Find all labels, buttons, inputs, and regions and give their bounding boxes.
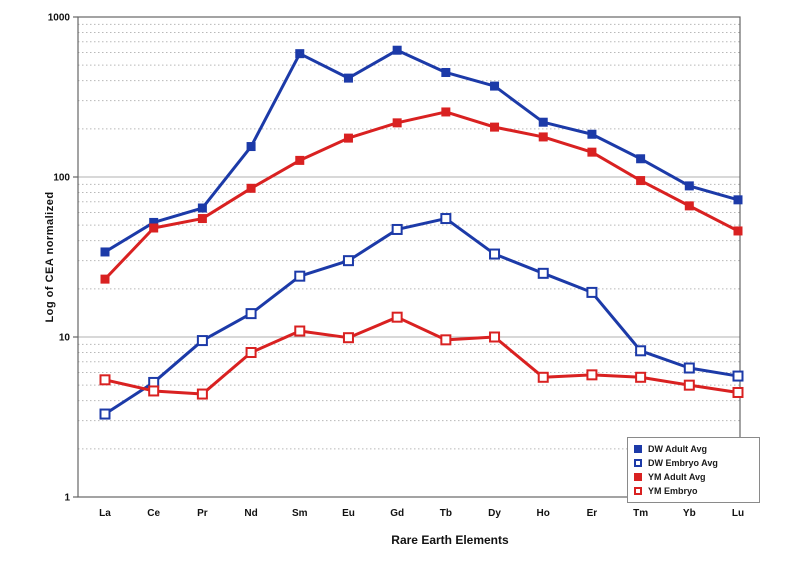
data-point-marker: [441, 67, 451, 77]
x-category-label: Tb: [440, 508, 452, 519]
data-point-marker: [245, 308, 257, 320]
data-point-marker: [196, 335, 208, 347]
x-category-label: Dy: [488, 508, 501, 519]
legend-label: YM Adult Avg: [648, 472, 706, 482]
data-point-marker: [733, 226, 743, 236]
x-category-label: Er: [587, 508, 598, 519]
legend-item: DW Embryo Avg: [634, 456, 753, 470]
data-point-marker: [733, 195, 743, 205]
data-point-marker: [295, 155, 305, 165]
legend-item: DW Adult Avg: [634, 442, 753, 456]
x-category-label: Ho: [537, 508, 550, 519]
data-point-marker: [587, 147, 597, 157]
data-point-marker: [636, 154, 646, 164]
data-point-marker: [537, 267, 549, 279]
series-line: [104, 315, 739, 396]
data-point-marker: [538, 117, 548, 127]
data-point-marker: [342, 255, 354, 267]
data-point-marker: [489, 331, 501, 343]
data-point-marker: [490, 81, 500, 91]
series-line: [104, 217, 739, 416]
data-point-marker: [537, 371, 549, 383]
data-point-marker: [586, 369, 598, 381]
data-point-marker: [440, 334, 452, 346]
data-point-marker: [196, 388, 208, 400]
data-point-marker: [246, 142, 256, 152]
x-axis-title: Rare Earth Elements: [391, 533, 509, 547]
data-point-marker: [342, 332, 354, 344]
data-point-marker: [295, 49, 305, 59]
data-point-marker: [197, 214, 207, 224]
legend-label: DW Embryo Avg: [648, 458, 718, 468]
data-point-marker: [100, 274, 110, 284]
open-square-icon: [634, 487, 642, 495]
data-point-marker: [99, 374, 111, 386]
data-point-marker: [684, 201, 694, 211]
data-point-marker: [294, 270, 306, 282]
legend-label: YM Embryo: [648, 486, 698, 496]
data-point-marker: [246, 183, 256, 193]
data-point-marker: [489, 248, 501, 260]
x-category-label: La: [99, 508, 111, 519]
data-point-marker: [149, 223, 159, 233]
x-category-label: Tm: [633, 508, 648, 519]
data-point-marker: [538, 132, 548, 142]
x-category-label: Nd: [244, 508, 257, 519]
x-category-label: Ce: [147, 508, 160, 519]
data-point-marker: [343, 73, 353, 83]
filled-square-icon: [634, 445, 642, 453]
x-category-label: Yb: [683, 508, 696, 519]
data-point-marker: [732, 386, 744, 398]
data-point-marker: [635, 371, 647, 383]
data-point-marker: [343, 133, 353, 143]
data-point-marker: [683, 379, 695, 391]
data-point-marker: [148, 385, 160, 397]
data-point-marker: [392, 118, 402, 128]
x-category-label: Lu: [732, 508, 744, 519]
data-point-marker: [245, 347, 257, 359]
data-point-marker: [684, 181, 694, 191]
series-line: [103, 110, 739, 281]
data-point-marker: [636, 176, 646, 186]
data-point-marker: [732, 370, 744, 382]
data-point-marker: [99, 408, 111, 420]
data-point-marker: [586, 286, 598, 298]
x-category-label: Gd: [390, 508, 404, 519]
series-line: [104, 48, 739, 254]
x-category-label: Pr: [197, 508, 208, 519]
data-point-marker: [197, 203, 207, 213]
data-point-marker: [441, 107, 451, 117]
legend: DW Adult Avg DW Embryo Avg YM Adult Avg YM …: [627, 437, 760, 503]
data-point-marker: [391, 311, 403, 323]
y-tick-label: 100: [53, 173, 70, 184]
data-point-marker: [683, 362, 695, 374]
plot-border: [77, 16, 741, 498]
data-point-marker: [294, 325, 306, 337]
legend-item: YM Embryo: [634, 484, 753, 498]
legend-item: YM Adult Avg: [634, 470, 753, 484]
legend-label: DW Adult Avg: [648, 444, 707, 454]
open-square-icon: [634, 459, 642, 467]
data-point-marker: [100, 247, 110, 257]
data-point-marker: [440, 213, 452, 225]
data-point-marker: [391, 223, 403, 235]
y-axis-title: Log of CEA normalized: [44, 191, 56, 323]
data-point-marker: [635, 345, 647, 357]
x-category-label: Sm: [292, 508, 308, 519]
x-category-label: Eu: [342, 508, 355, 519]
y-tick-label: 1000: [48, 13, 71, 24]
data-point-marker: [392, 45, 402, 55]
data-point-marker: [490, 122, 500, 132]
y-tick-label: 1: [64, 493, 70, 504]
y-tick-label: 10: [59, 333, 71, 344]
filled-square-icon: [634, 473, 642, 481]
data-point-marker: [149, 217, 159, 227]
data-point-marker: [587, 129, 597, 139]
